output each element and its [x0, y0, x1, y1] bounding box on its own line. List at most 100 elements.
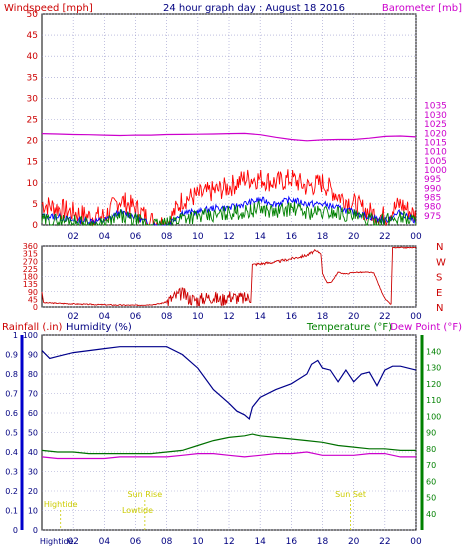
wind-y-tick: 30: [27, 94, 39, 104]
direction-x-tick: 00: [410, 312, 422, 322]
temperature-y-tick: 90: [426, 429, 436, 438]
humidity-y-tick: 60: [28, 409, 38, 418]
barometer-y-tick: 1005: [424, 157, 447, 167]
temperature-y-tick: 100: [426, 412, 441, 421]
climate-x-tick: 04: [99, 537, 111, 547]
wind-y-tick: 50: [27, 10, 39, 20]
wind-x-tick: 16: [286, 232, 298, 242]
rainfall-y-tick: 0: [13, 526, 18, 535]
temperature-axis-label: Temperature (°F): [306, 322, 392, 333]
hightide-label: Hightide: [44, 500, 78, 509]
lowtide-label: Lowtide: [122, 506, 153, 515]
wind-y-tick: 25: [27, 116, 38, 126]
barometer-y-tick: 1030: [424, 111, 447, 121]
temperature-line: [41, 433, 416, 455]
rainfall-y-tick: 0.1: [5, 507, 18, 516]
direction-x-tick: 12: [223, 312, 234, 322]
rainfall-y-tick: 1: [13, 331, 18, 340]
wind-y-tick: 10: [27, 179, 39, 189]
wind-gust-line: [41, 169, 417, 227]
direction-y-tick: 45: [28, 295, 38, 304]
wind-y-tick: 5: [32, 200, 38, 210]
direction-x-tick: 06: [130, 312, 142, 322]
barometer-y-tick: 980: [424, 203, 441, 213]
humidity-y-tick: 40: [28, 448, 38, 457]
climate-x-tick: 06: [130, 537, 142, 547]
rainfall-axis-label: Rainfall (.in): [2, 322, 63, 333]
wind-y-tick: 20: [27, 137, 39, 147]
humidity-y-tick: 70: [28, 390, 38, 399]
dewpoint-axis-label: Dew Point (°F): [390, 322, 462, 333]
barometer-y-tick: 1010: [424, 148, 447, 158]
climate-x-tick: 18: [317, 537, 329, 547]
climate-x-tick: 08: [161, 537, 173, 547]
climate-x-tick: 16: [286, 537, 298, 547]
barometer-y-tick: 990: [424, 184, 441, 194]
climate-x-tick: 12: [223, 537, 234, 547]
humidity-y-tick: 90: [28, 351, 38, 360]
sunset-label: Sun Set: [335, 490, 366, 499]
temperature-y-tick: 110: [426, 396, 441, 405]
wind-axis-label: Windspeed [mph]: [4, 3, 93, 14]
wind-x-tick: 02: [67, 232, 78, 242]
direction-y-tick: 225: [23, 265, 38, 274]
barometer-y-tick: 985: [424, 193, 441, 203]
direction-x-tick: 08: [161, 312, 173, 322]
wind-speed-line: [41, 199, 417, 227]
climate-x-tick: 02: [67, 537, 78, 547]
compass-label: E: [436, 288, 442, 299]
rainfall-y-tick: 0.2: [5, 487, 18, 496]
wind-x-tick: 22: [379, 232, 390, 242]
direction-x-tick: 14: [254, 312, 266, 322]
wind-x-tick: 18: [317, 232, 329, 242]
humidity-axis-label: Humidity (%): [66, 322, 132, 333]
barometer-y-tick: 1015: [424, 138, 447, 148]
temperature-y-tick: 40: [426, 510, 436, 519]
wind-x-tick: 00: [410, 232, 422, 242]
wind-y-tick: 45: [27, 31, 38, 41]
direction-x-tick: 22: [379, 312, 390, 322]
wind-x-tick: 10: [192, 232, 204, 242]
rainfall-y-tick: 0.6: [5, 409, 18, 418]
rainfall-y-tick: 0.8: [5, 370, 18, 379]
wind-x-tick: 04: [99, 232, 111, 242]
temperature-y-tick: 120: [426, 380, 441, 389]
direction-x-tick: 20: [348, 312, 360, 322]
climate-x-tick: 00: [410, 537, 422, 547]
humidity-y-tick: 80: [28, 370, 38, 379]
climate-x-tick: 10: [192, 537, 204, 547]
humidity-y-tick: 50: [28, 429, 38, 438]
wind-x-tick: 12: [223, 232, 234, 242]
wind-x-tick: 06: [130, 232, 142, 242]
dewpoint-line: [41, 451, 416, 460]
humidity-y-tick: 100: [23, 331, 38, 340]
humidity-y-tick: 30: [28, 468, 38, 477]
wind-x-tick: 14: [254, 232, 266, 242]
wind-x-tick: 08: [161, 232, 173, 242]
temperature-y-tick: 80: [426, 445, 436, 454]
barometer-y-tick: 975: [424, 212, 441, 222]
climate-x-tick: 20: [348, 537, 360, 547]
temperature-y-tick: 130: [426, 364, 441, 373]
direction-y-tick: 135: [23, 280, 38, 289]
barometer-y-tick: 1020: [424, 129, 447, 139]
rainfall-y-tick: 0.9: [5, 351, 18, 360]
humidity-y-tick: 20: [28, 487, 38, 496]
compass-label: W: [436, 257, 446, 268]
direction-y-tick: 0: [33, 303, 38, 312]
direction-x-tick: 10: [192, 312, 204, 322]
rainfall-y-tick: 0.5: [5, 429, 18, 438]
sunrise-label: Sun Rise: [128, 490, 163, 499]
direction-x-tick: 16: [286, 312, 298, 322]
barometer-line: [41, 132, 417, 142]
barometer-y-tick: 1035: [424, 102, 447, 112]
wind-y-tick: 35: [27, 73, 38, 83]
direction-y-tick: 360: [23, 242, 38, 251]
temperature-y-tick: 60: [426, 477, 436, 486]
barometer-y-tick: 995: [424, 175, 441, 185]
climate-x-tick: 14: [254, 537, 266, 547]
chart-title: 24 hour graph day : August 18 2016: [163, 3, 345, 14]
direction-x-tick: 02: [67, 312, 78, 322]
